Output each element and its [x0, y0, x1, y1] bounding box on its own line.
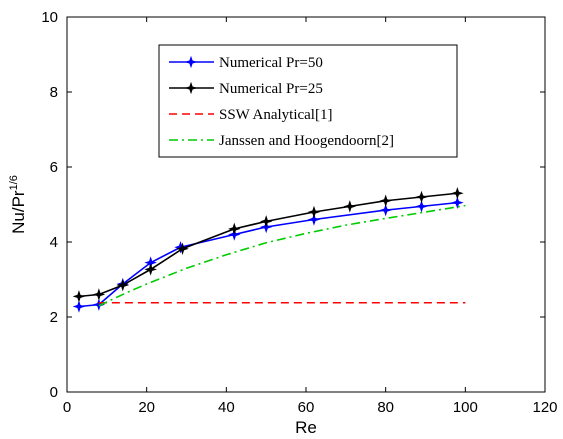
data-point-s2-4: [144, 263, 157, 276]
data-point-s2-8: [307, 205, 321, 219]
y-axis-label-main: Nu/Pr: [9, 190, 28, 234]
data-point-s2-1: [72, 290, 86, 303]
y-tick-label-5: 8: [50, 84, 58, 101]
x-tick-label-5: 80: [377, 399, 394, 416]
legend-marker-2: [184, 81, 198, 95]
x-tick-label-6: 100: [453, 399, 478, 416]
series-line-2: [78, 192, 458, 298]
x-tick-label-7: 120: [532, 399, 557, 416]
x-tick-label-3: 40: [218, 399, 235, 416]
data-point-s2-2: [92, 288, 106, 301]
y-axis-label-superscript: 1/6: [8, 175, 20, 190]
data-point-s1-11: [451, 196, 464, 209]
data-point-s2-12: [451, 186, 464, 200]
x-tick-label-4: 60: [298, 399, 315, 416]
y-tick-label-1: 0: [50, 384, 58, 401]
legend-label-4: Janssen and Hoogendoorn[2]: [219, 133, 394, 149]
x-tick-label-2: 20: [138, 399, 155, 416]
y-tick-label-6: 10: [41, 9, 58, 26]
data-point-s1-1: [72, 300, 86, 313]
data-point-s2-10: [379, 194, 392, 208]
data-point-s1-9: [379, 203, 392, 217]
x-axis-label: Re: [295, 418, 317, 437]
data-point-s2-7: [259, 215, 273, 228]
legend-label-2: Numerical Pr=25: [219, 81, 323, 97]
y-tick-label-2: 2: [50, 309, 58, 326]
y-tick-label-3: 4: [50, 234, 58, 251]
data-point-s2-3: [116, 278, 130, 292]
legend-label-1: Numerical Pr=50: [219, 55, 323, 71]
data-point-s1-8: [307, 213, 321, 226]
y-axis-label: Nu/Pr1/6: [8, 175, 28, 234]
data-point-s2-6: [228, 222, 241, 236]
x-tick-label-1: 0: [63, 399, 71, 416]
y-tick-label-4: 6: [50, 159, 58, 176]
data-point-s2-9: [343, 200, 357, 213]
data-point-s2-5: [176, 242, 189, 256]
data-point-s2-11: [415, 190, 428, 204]
legend-box: [158, 44, 458, 158]
series-line-4: [98, 204, 466, 307]
legend-label-3: SSW Analytical[1]: [219, 107, 332, 123]
legend-marker-1: [184, 55, 198, 69]
data-point-s1-10: [415, 200, 428, 213]
